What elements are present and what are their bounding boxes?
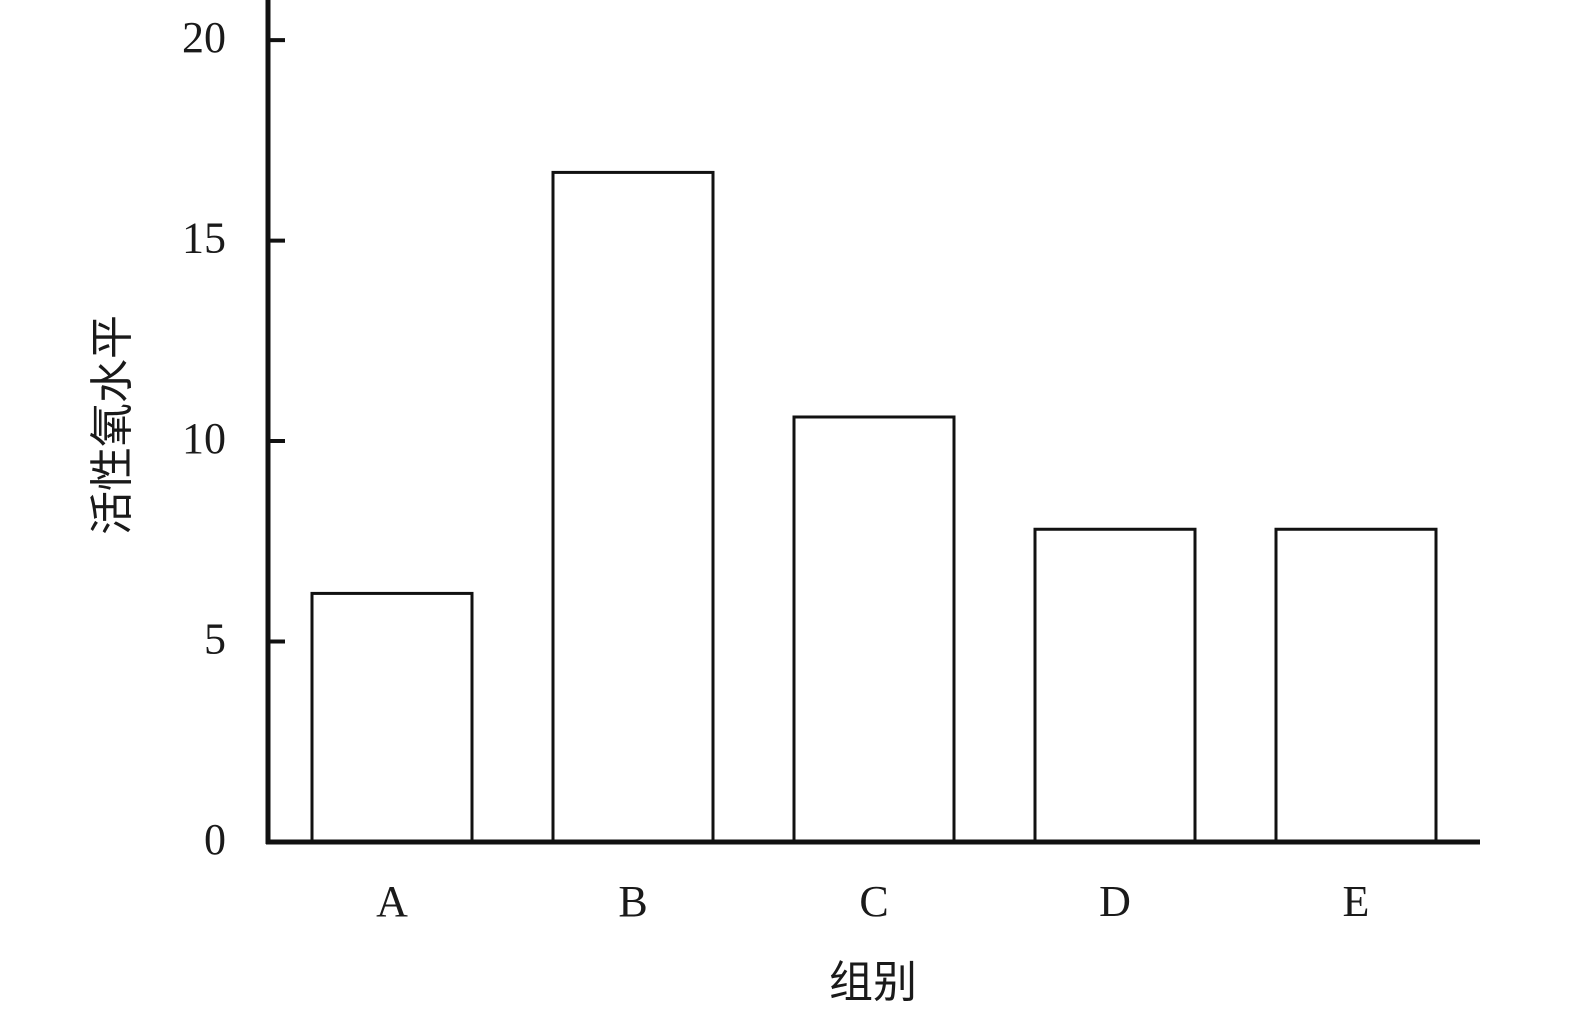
bar	[1274, 527, 1438, 844]
x-tick-label: E	[1343, 877, 1370, 926]
y-tick-label: 0	[204, 815, 226, 864]
bar	[792, 415, 956, 844]
x-tick-label: A	[376, 877, 408, 926]
bar	[551, 170, 715, 844]
y-tick-label: 15	[182, 214, 226, 263]
x-tick-label: B	[618, 877, 647, 926]
x-tick-label: D	[1099, 877, 1131, 926]
y-axis-label: 活性氧水平	[88, 315, 137, 535]
y-tick-label: 10	[182, 414, 226, 463]
y-tick-label: 5	[204, 615, 226, 664]
bar	[1033, 527, 1197, 844]
bar	[310, 591, 474, 844]
x-tick-label: C	[859, 877, 888, 926]
x-axis-label: 组别	[829, 958, 917, 1007]
y-tick-label: 20	[182, 13, 226, 62]
